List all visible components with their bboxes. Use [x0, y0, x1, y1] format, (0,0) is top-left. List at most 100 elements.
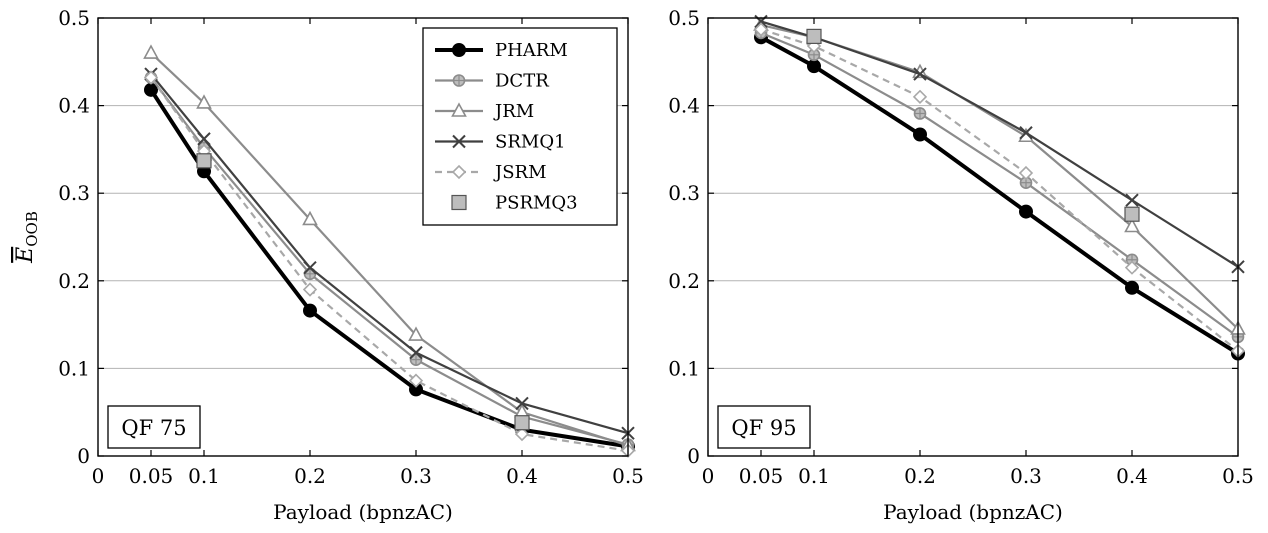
series-pharm — [754, 30, 1245, 361]
y-axis-label: EOOB — [13, 211, 41, 264]
data-point-jrm — [1124, 217, 1140, 233]
legend-marker — [451, 102, 467, 117]
series-psrmq3 — [806, 28, 1140, 222]
legend-entry-pharm: PHARM — [435, 40, 568, 61]
series-line-srmq1 — [760, 20, 1239, 268]
data-point-jsrm — [753, 22, 769, 37]
legend-entry-jrm: JRM — [435, 101, 534, 122]
legend-entry-jsrm: JSRM — [435, 162, 547, 183]
legend-entry-dctr: DCTR — [435, 71, 549, 92]
legend-label: PHARM — [495, 40, 568, 61]
data-point-psrmq3 — [806, 28, 822, 44]
series-line-jrm — [150, 52, 629, 447]
x-tick-label: 0 — [92, 464, 105, 488]
x-axis-label: Payload (bpnzAC) — [883, 500, 1063, 524]
data-point-jsrm — [143, 70, 159, 85]
x-tick-label: 0.2 — [904, 464, 936, 488]
x-tick-label: 0.1 — [188, 464, 220, 488]
plot-frame — [707, 17, 1239, 457]
y-tick-label: 0.1 — [58, 356, 90, 380]
data-point-srmq1 — [409, 345, 423, 360]
x-axis-label: Payload (bpnzAC) — [273, 500, 453, 524]
data-point-psrmq3 — [1124, 206, 1140, 222]
legend-label: JRM — [493, 101, 534, 122]
data-point-jrm — [408, 326, 424, 341]
x-tick-label: 0.5 — [1222, 464, 1254, 488]
series-line-jsrm — [760, 28, 1239, 352]
data-point-srmq1 — [913, 67, 927, 81]
series-psrmq3 — [196, 153, 530, 431]
y-tick-label: 0.2 — [668, 269, 700, 293]
panel-label: QF 75 — [121, 416, 186, 440]
data-point-jrm — [302, 210, 318, 226]
data-point-jsrm — [1124, 260, 1140, 275]
data-point-pharm — [1125, 280, 1139, 295]
y-tick-label: 0.2 — [58, 269, 90, 293]
legend-marker — [452, 74, 466, 87]
x-tick-label: 0 — [702, 464, 715, 488]
legend-label: JSRM — [493, 162, 547, 183]
data-point-srmq1 — [1019, 126, 1033, 140]
x-tick-label: 0.3 — [1010, 464, 1042, 488]
data-point-dctr — [807, 48, 821, 62]
data-point-jsrm — [302, 282, 318, 297]
data-point-pharm — [913, 127, 927, 142]
legend-entry-psrmq3: PSRMQ3 — [451, 193, 578, 214]
legend: PHARM DCTR JRM SRMQ1 JSRM PSRMQ3 — [422, 27, 618, 226]
data-point-psrmq3 — [514, 415, 530, 431]
series-line-pharm — [149, 88, 629, 449]
x-tick-label: 0.5 — [612, 464, 644, 488]
data-point-jsrm — [912, 89, 928, 104]
series-jrm — [143, 44, 636, 452]
legend-marker — [451, 164, 467, 180]
y-tick-label: 0.5 — [58, 6, 90, 30]
panel-label: QF 95 — [731, 416, 796, 440]
panel-label-box — [717, 405, 811, 449]
legend-label: DCTR — [495, 71, 549, 92]
panel-qf95: 0 0.1 0.2 0.3 0.4 0.5 0 0.05 0.1 0.2 0.3 0.4 0.5 Payl… — [668, 6, 1254, 524]
y-tick-label: 0.5 — [668, 6, 700, 30]
legend-marker — [452, 43, 466, 57]
y-tick-label: 0.4 — [668, 94, 700, 118]
legend-entry-srmq1: SRMQ1 — [435, 132, 566, 153]
series-line-pharm — [760, 35, 1240, 356]
x-tick-label: 0.1 — [798, 464, 830, 488]
data-point-jrm — [196, 94, 212, 109]
data-point-jsrm — [408, 373, 424, 388]
series-jrm — [753, 16, 1246, 335]
data-point-srmq1 — [515, 396, 529, 411]
data-point-jsrm — [1018, 165, 1034, 181]
y-tick-label: 0.4 — [58, 94, 90, 118]
y-tick-label: 0 — [687, 444, 700, 468]
data-point-pharm — [303, 303, 317, 318]
series-line-dctr — [150, 76, 629, 446]
legend-marker — [451, 194, 467, 211]
series-jsrm — [753, 22, 1246, 359]
data-point-srmq1 — [197, 132, 211, 146]
legend-label: PSRMQ3 — [495, 193, 578, 214]
data-point-jrm — [143, 44, 159, 59]
panel-qf75: 0 0.1 0.2 0.3 0.4 0.5 0 0.05 0.1 0.2 0.3 0.4 0.5 Payl… — [58, 6, 644, 524]
y-tick-label: 0 — [77, 444, 90, 468]
data-point-pharm — [807, 59, 821, 74]
data-point-dctr — [409, 353, 423, 366]
y-tick-label: 0.3 — [668, 181, 700, 205]
y-axis-label-text: EOOB — [13, 211, 41, 264]
x-tick-label: 0.3 — [400, 464, 432, 488]
series-line-dctr — [760, 31, 1239, 338]
data-point-jsrm — [514, 426, 530, 442]
data-point-pharm — [1019, 204, 1033, 219]
x-tick-label: 0.4 — [1116, 464, 1148, 488]
x-tick-label: 0.2 — [294, 464, 326, 488]
legend-box — [422, 27, 618, 226]
x-tick-label: 0.4 — [506, 464, 538, 488]
x-tick-label: 0.05 — [739, 464, 784, 488]
y-tick-label: 0.3 — [58, 181, 90, 205]
series-srmq1 — [754, 14, 1245, 274]
x-tick-label: 0.05 — [129, 464, 174, 488]
series-jsrm — [143, 70, 636, 458]
y-tick-label: 0.1 — [668, 356, 700, 380]
data-point-psrmq3 — [196, 153, 212, 169]
data-point-dctr — [913, 107, 927, 120]
